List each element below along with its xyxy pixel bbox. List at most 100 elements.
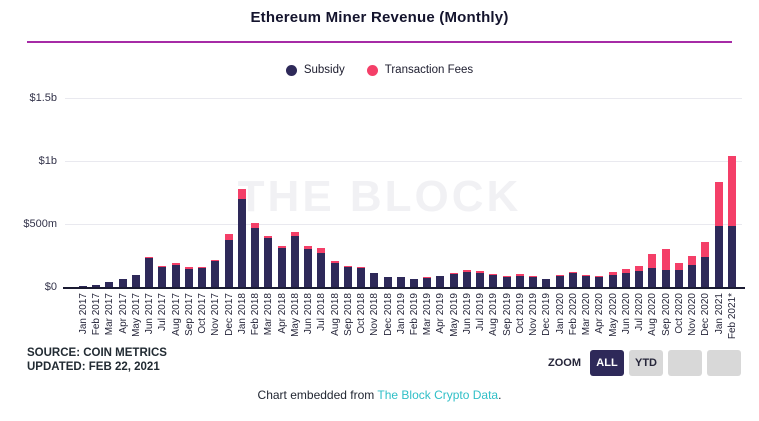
x-axis-tick-label: Aug 2020 — [647, 293, 659, 336]
x-axis-tick-label: Nov 2019 — [528, 293, 540, 336]
gridline-1b — [65, 161, 742, 162]
x-axis-tick-label: Mar 2020 — [581, 293, 593, 336]
x-axis-tick-label: May 2020 — [607, 293, 619, 337]
x-axis-tick-label: Nov 2018 — [369, 293, 381, 336]
bar-segment-subsidy — [436, 276, 445, 287]
x-axis-tick-label: Apr 2017 — [117, 293, 129, 334]
x-axis-tick-label: Jul 2017 — [157, 293, 169, 331]
x-axis-tick-label: Feb 2017 — [91, 293, 103, 336]
legend-label: Subsidy — [303, 64, 345, 76]
bar-segment-transaction-fees — [343, 266, 352, 268]
bar-segment-transaction-fees — [277, 246, 286, 248]
bar-oct-2019 — [515, 274, 524, 287]
bar-sep-2019 — [502, 275, 511, 287]
bar-segment-subsidy — [674, 269, 683, 287]
chart-title: Ethereum Miner Revenue (Monthly) — [250, 9, 509, 26]
legend-item-transaction-fees[interactable]: Transaction Fees — [366, 64, 473, 76]
legend-item-subsidy[interactable]: Subsidy — [285, 64, 345, 76]
bar-segment-transaction-fees — [304, 245, 313, 249]
bar-segment-transaction-fees — [158, 266, 167, 268]
x-axis-tick-label: Feb 2021* — [726, 293, 738, 340]
x-axis-tick-label: Jan 2017 — [78, 293, 89, 335]
bar-segment-transaction-fees — [423, 276, 432, 278]
x-axis-tick-label: Jan 2020 — [554, 293, 566, 335]
bar-segment-subsidy — [118, 279, 127, 287]
x-axis-tick-label: Jun 2017 — [144, 293, 156, 335]
x-axis-tick-label: Dec 2020 — [700, 293, 712, 336]
bar-jun-2018 — [304, 245, 313, 287]
bar-jun-2020 — [621, 268, 630, 287]
x-axis-tick-label: Jan 2019 — [395, 293, 407, 335]
bar-segment-subsidy — [635, 270, 644, 287]
bar-segment-transaction-fees — [462, 270, 471, 273]
bar-segment-subsidy — [555, 275, 564, 287]
the-block-crypto-data-link[interactable]: The Block Crypto Data — [377, 388, 499, 402]
zoom-all-button[interactable]: ALL — [590, 350, 624, 376]
bar-segment-subsidy — [131, 275, 140, 287]
bar-jan-2019 — [396, 276, 405, 287]
bar-segment-transaction-fees — [251, 223, 260, 228]
bar-segment-transaction-fees — [449, 273, 458, 274]
bar-dec-2020 — [701, 242, 710, 287]
bar-segment-subsidy — [515, 275, 524, 287]
x-axis-tick-label: Aug 2018 — [329, 293, 341, 336]
bar-feb-2021 — [727, 155, 736, 287]
bar-segment-transaction-fees — [211, 260, 220, 262]
bar-dec-2018 — [383, 277, 392, 287]
embed-attribution: Chart embedded from The Block Crypto Dat… — [0, 388, 759, 402]
chart-legend: Subsidy Transaction Fees — [0, 64, 759, 76]
bar-apr-2018 — [277, 246, 286, 287]
bar-apr-2017 — [118, 279, 127, 287]
bar-segment-transaction-fees — [661, 248, 670, 270]
bar-mar-2018 — [264, 235, 273, 287]
x-axis-tick-label: Mar 2017 — [104, 293, 116, 336]
bar-aug-2018 — [330, 260, 339, 287]
bar-dec-2019 — [542, 279, 551, 287]
x-axis-tick-label: Sep 2018 — [342, 293, 354, 336]
zoom-empty-button-3[interactable] — [707, 350, 741, 376]
x-axis-tick-label: Jun 2018 — [303, 293, 315, 335]
bar-jan-2021 — [714, 182, 723, 287]
x-axis-tick-label: Feb 2018 — [250, 293, 262, 336]
x-axis-tick-label: Dec 2019 — [541, 293, 553, 336]
zoom-ytd-button[interactable]: YTD — [629, 350, 663, 376]
bar-segment-subsidy — [449, 273, 458, 287]
bar-segment-transaction-fees — [635, 265, 644, 271]
bar-jan-2017 — [79, 285, 87, 287]
zoom-empty-button-2[interactable] — [668, 350, 702, 376]
bar-aug-2019 — [489, 273, 498, 287]
x-axis-tick-label: Jul 2019 — [475, 293, 487, 331]
x-axis-tick-label: Feb 2020 — [567, 293, 579, 336]
source-line: SOURCE: COIN METRICS — [27, 347, 167, 359]
x-axis-tick-label: Apr 2020 — [594, 293, 606, 334]
bar-aug-2017 — [171, 262, 180, 287]
x-axis-tick-label: May 2018 — [289, 293, 301, 337]
bar-segment-transaction-fees — [701, 242, 710, 257]
x-axis-tick-label: May 2019 — [448, 293, 460, 337]
bar-segment-transaction-fees — [714, 182, 723, 226]
bar-segment-subsidy — [290, 235, 299, 287]
bar-segment-subsidy — [476, 272, 485, 287]
x-axis-tick-label: May 2017 — [130, 293, 142, 337]
bar-segment-subsidy — [264, 238, 273, 287]
bar-may-2018 — [290, 231, 299, 287]
bar-feb-2019 — [410, 279, 418, 287]
x-axis-tick-label: Nov 2017 — [210, 293, 222, 336]
x-axis-tick-label: Apr 2019 — [435, 293, 447, 334]
bar-jul-2017 — [158, 266, 167, 287]
x-axis-tick-label: Jun 2020 — [620, 293, 632, 335]
bar-segment-subsidy — [701, 256, 710, 287]
bar-apr-2019 — [436, 276, 445, 287]
bar-segment-transaction-fees — [184, 267, 193, 269]
bar-segment-subsidy — [145, 258, 154, 287]
x-axis-tick-label: Jan 2018 — [236, 293, 248, 335]
bar-segment-subsidy — [158, 267, 167, 287]
gridline-500m — [65, 224, 742, 225]
bar-nov-2018 — [370, 272, 379, 287]
bar-oct-2018 — [357, 267, 366, 287]
x-axis-line — [63, 287, 745, 289]
x-axis-tick-label: Oct 2019 — [514, 293, 526, 334]
x-axis-tick-label: Nov 2020 — [687, 293, 699, 336]
bar-segment-transaction-fees — [171, 262, 180, 265]
